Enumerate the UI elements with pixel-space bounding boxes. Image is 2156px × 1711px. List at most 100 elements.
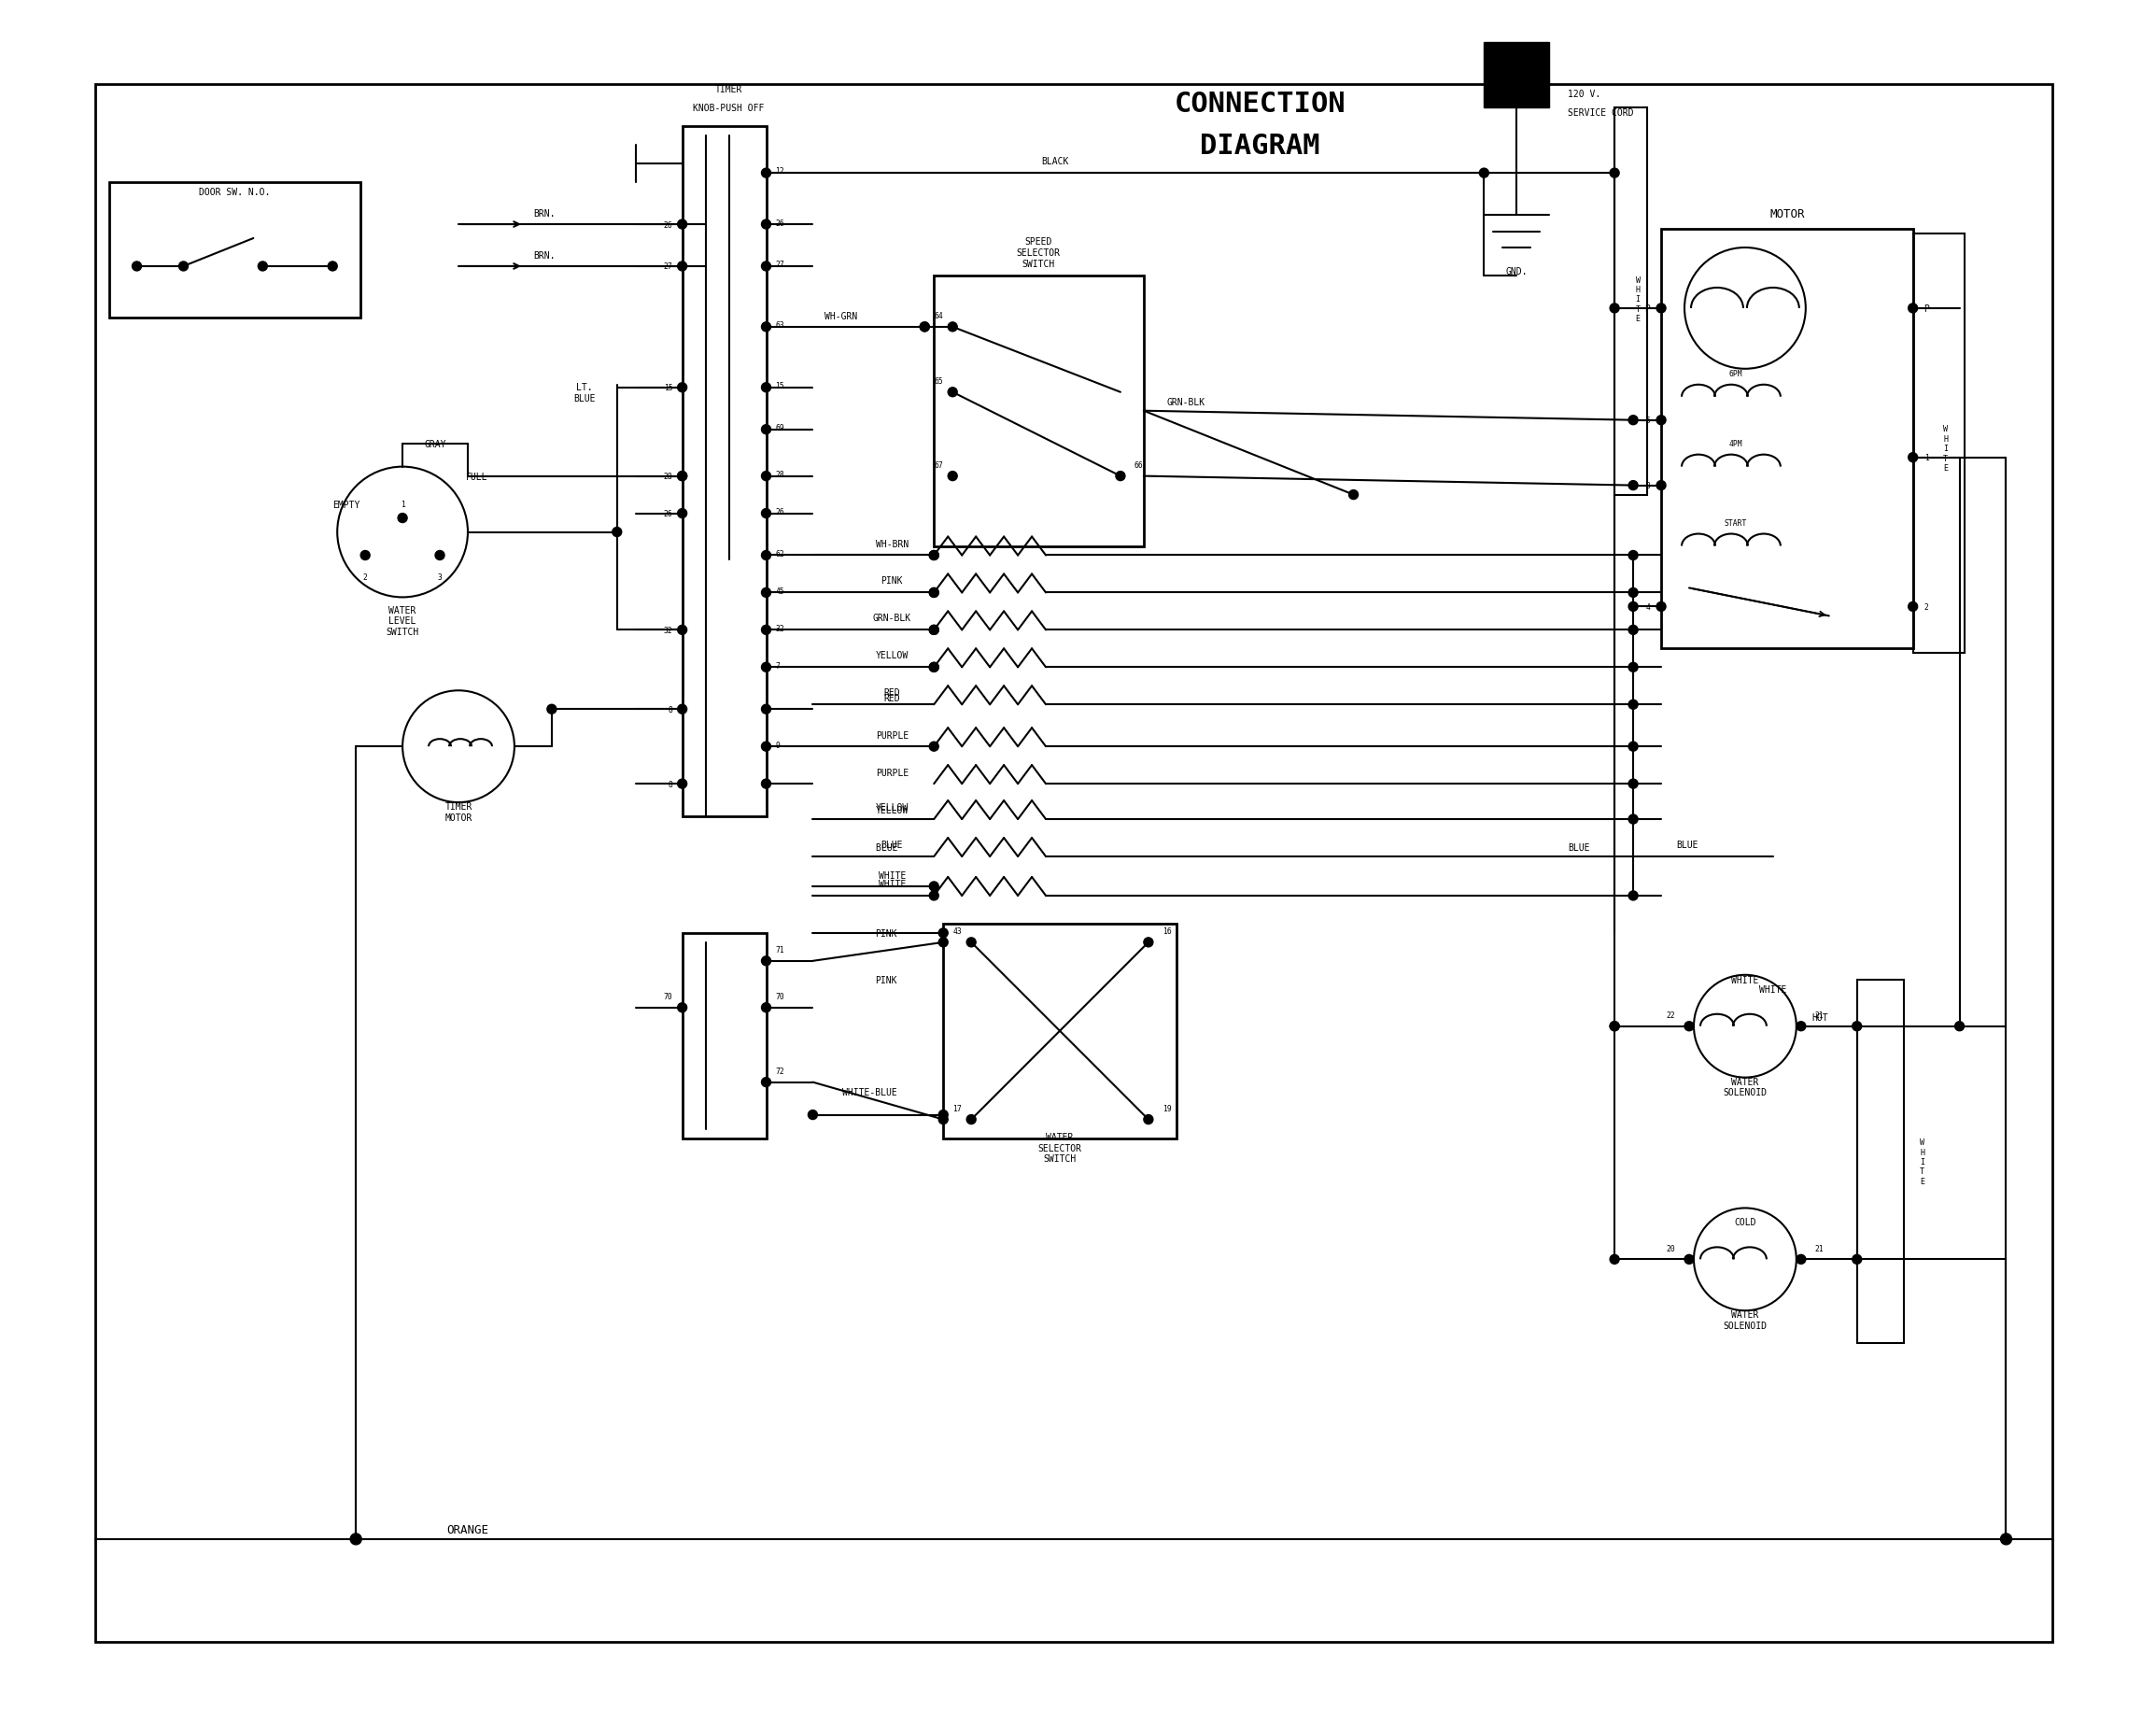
Circle shape <box>1628 891 1639 900</box>
Text: ORANGE: ORANGE <box>446 1525 489 1536</box>
Text: W
H
I
T
E: W H I T E <box>1943 424 1947 472</box>
Bar <box>1912 234 1964 654</box>
Text: 7: 7 <box>776 662 780 671</box>
Circle shape <box>1908 602 1917 613</box>
Circle shape <box>929 626 938 635</box>
Text: YELLOW: YELLOW <box>875 806 908 814</box>
Text: 70: 70 <box>664 992 673 1001</box>
Circle shape <box>929 551 938 561</box>
Circle shape <box>761 169 772 178</box>
Circle shape <box>761 262 772 272</box>
Text: W
H
I
T
E: W H I T E <box>1636 275 1641 323</box>
Text: 28: 28 <box>776 471 785 479</box>
Circle shape <box>949 472 957 481</box>
Text: 67: 67 <box>934 462 944 469</box>
Text: PINK: PINK <box>882 577 903 585</box>
Text: BRN.: BRN. <box>533 252 554 260</box>
Text: 26: 26 <box>664 510 673 518</box>
Text: 2: 2 <box>1923 602 1930 611</box>
Text: 26: 26 <box>776 508 785 517</box>
Circle shape <box>1628 416 1639 426</box>
Text: HOT: HOT <box>1811 1013 1828 1021</box>
Circle shape <box>949 388 957 397</box>
Bar <box>944 924 1177 1138</box>
Circle shape <box>761 664 772 672</box>
Text: 72: 72 <box>776 1068 785 1076</box>
Circle shape <box>1684 1254 1695 1264</box>
Circle shape <box>761 221 772 229</box>
Circle shape <box>1611 1021 1619 1032</box>
Text: 62: 62 <box>776 549 785 558</box>
Circle shape <box>761 1003 772 1013</box>
Circle shape <box>808 1110 817 1119</box>
Circle shape <box>1656 305 1667 313</box>
Circle shape <box>1143 1116 1153 1124</box>
Text: 32: 32 <box>664 626 673 635</box>
Text: DOOR SW. N.O.: DOOR SW. N.O. <box>198 188 270 197</box>
Text: 22: 22 <box>1667 1011 1675 1020</box>
Circle shape <box>1628 814 1639 825</box>
Text: WH-BRN: WH-BRN <box>875 539 908 549</box>
Circle shape <box>1628 780 1639 789</box>
Circle shape <box>761 472 772 481</box>
Circle shape <box>761 705 772 713</box>
Text: P: P <box>1923 305 1930 313</box>
Text: BLUE: BLUE <box>882 840 903 849</box>
Circle shape <box>761 743 772 751</box>
Text: 71: 71 <box>776 946 785 955</box>
Text: MOTOR: MOTOR <box>1770 207 1805 221</box>
Circle shape <box>761 323 772 332</box>
Circle shape <box>677 221 688 229</box>
Circle shape <box>1796 1021 1807 1032</box>
Text: YELLOW: YELLOW <box>875 650 908 660</box>
Text: BLUE: BLUE <box>875 844 908 852</box>
Bar <box>681 127 765 816</box>
Circle shape <box>1628 589 1639 597</box>
Text: 3: 3 <box>1645 483 1649 489</box>
Text: 64: 64 <box>934 311 944 320</box>
Text: 43: 43 <box>953 927 962 936</box>
Circle shape <box>1143 938 1153 948</box>
Text: GRN-BLK: GRN-BLK <box>873 614 912 623</box>
Circle shape <box>1479 169 1488 178</box>
Text: 69: 69 <box>776 424 785 433</box>
Circle shape <box>1117 472 1125 481</box>
Circle shape <box>1656 602 1667 613</box>
Text: LT.
BLUE: LT. BLUE <box>573 383 595 402</box>
Circle shape <box>1611 1254 1619 1264</box>
Text: 27: 27 <box>664 263 673 270</box>
Bar <box>1856 980 1904 1343</box>
Text: 9: 9 <box>776 741 780 749</box>
Text: 15: 15 <box>776 382 785 390</box>
Bar <box>681 932 765 1138</box>
Circle shape <box>548 705 556 713</box>
Text: TIMER: TIMER <box>716 86 742 94</box>
Text: BLACK: BLACK <box>1041 157 1069 166</box>
Text: WATER
SOLENOID: WATER SOLENOID <box>1723 1311 1768 1329</box>
Circle shape <box>761 780 772 789</box>
Circle shape <box>677 472 688 481</box>
Text: 120 V.: 120 V. <box>1567 91 1602 99</box>
Circle shape <box>929 664 938 672</box>
Circle shape <box>966 938 977 948</box>
Text: W
H
I
T
E: W H I T E <box>1919 1138 1925 1186</box>
Circle shape <box>677 510 688 518</box>
Circle shape <box>1628 700 1639 710</box>
Text: WHITE-BLUE: WHITE-BLUE <box>841 1086 897 1097</box>
Circle shape <box>2001 1533 2012 1545</box>
Text: 28: 28 <box>664 472 673 481</box>
Text: WH-GRN: WH-GRN <box>824 311 858 322</box>
Text: 1: 1 <box>401 500 405 508</box>
Text: GND.: GND. <box>1505 267 1529 275</box>
Circle shape <box>761 626 772 635</box>
Text: BLUE: BLUE <box>1677 840 1699 849</box>
Text: GRN-BLK: GRN-BLK <box>1166 397 1205 407</box>
Circle shape <box>1656 416 1667 426</box>
Circle shape <box>436 551 444 561</box>
Circle shape <box>132 262 142 272</box>
Text: BLUE: BLUE <box>1567 844 1589 852</box>
Text: RED: RED <box>884 688 901 698</box>
Text: 32: 32 <box>776 625 785 633</box>
Circle shape <box>612 529 621 537</box>
Circle shape <box>1684 1021 1695 1032</box>
